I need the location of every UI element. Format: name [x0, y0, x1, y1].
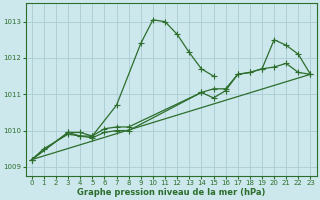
X-axis label: Graphe pression niveau de la mer (hPa): Graphe pression niveau de la mer (hPa): [77, 188, 265, 197]
